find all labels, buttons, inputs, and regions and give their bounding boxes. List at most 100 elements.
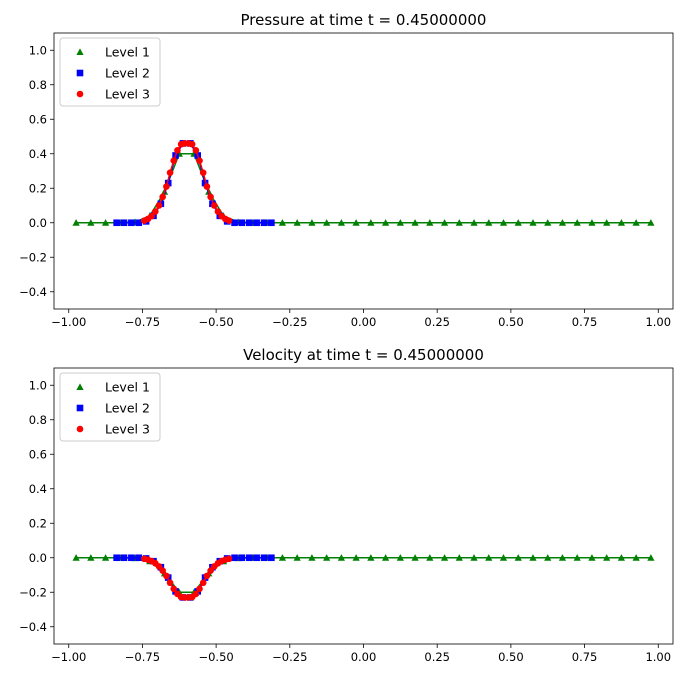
pressure-series-2-point — [253, 219, 260, 227]
velocity-xtick-label: −0.25 — [272, 650, 307, 664]
velocity-ytick-label: 0.6 — [29, 447, 47, 461]
pressure-series-1-line — [76, 153, 651, 224]
pressure-xtick-label: 0.25 — [424, 315, 450, 329]
pressure-series-2-point — [135, 219, 143, 227]
velocity-legend-label-1: Level 1 — [105, 380, 150, 395]
velocity-ytick-label: 0.8 — [29, 413, 47, 427]
pressure-ytick-label: 0.0 — [29, 216, 47, 230]
pressure-plot-area — [72, 140, 655, 227]
velocity-ytick-label: 0.4 — [29, 482, 47, 496]
velocity-series-3-point — [192, 590, 200, 598]
pressure-series-1-point — [396, 219, 404, 226]
velocity-series-1-point — [337, 554, 345, 561]
velocity-series-1-point — [411, 554, 419, 561]
velocity-series-2-point — [260, 554, 268, 562]
pressure-series-2-point — [268, 219, 275, 227]
pressure-series-1-point — [558, 219, 567, 226]
velocity-ytick-label: 1.0 — [29, 378, 47, 392]
velocity-series-3-point — [170, 585, 178, 593]
velocity-series-2-point — [135, 554, 143, 562]
pressure-series-1-point — [293, 219, 301, 226]
pressure-series-1-point — [529, 219, 537, 226]
pressure-series-1-point — [544, 219, 552, 226]
velocity-legend-label-3: Level 3 — [105, 422, 150, 437]
pressure-series-2-point — [164, 179, 172, 187]
velocity-series-1 — [72, 554, 655, 596]
pressure-legend-label-1: Level 1 — [105, 45, 150, 60]
pressure-series-1-point — [470, 219, 478, 226]
velocity-xtick-label: −0.50 — [198, 650, 233, 664]
pressure-legend-marker-2 — [76, 69, 84, 77]
pressure-series-3-point — [170, 157, 178, 164]
velocity-series-1-point — [499, 554, 508, 561]
pressure-title: Pressure at time t = 0.45000000 — [241, 11, 487, 29]
pressure-legend-marker-3 — [76, 90, 84, 98]
velocity-ytick-label: 0.2 — [29, 516, 47, 530]
velocity-series-1-point — [367, 554, 375, 561]
pressure-series-1-point — [485, 219, 493, 226]
pressure-series-3-point — [214, 208, 222, 215]
velocity-series-1-point — [603, 554, 611, 561]
velocity-series-1-point — [544, 554, 552, 561]
pressure-xtick-label: −0.50 — [198, 315, 233, 329]
pressure-series-1-point — [382, 219, 390, 226]
pressure-series-3-point — [174, 147, 181, 154]
velocity-plot: Velocity at time t = 0.45000000 −1.00 −0.7… — [19, 346, 674, 664]
velocity-xtick-label: 0.00 — [351, 650, 377, 664]
velocity-series-2-point — [120, 554, 128, 562]
velocity-series-1-point — [352, 554, 360, 561]
pressure-series-3-point — [199, 169, 207, 177]
pressure-series-1-point — [72, 219, 80, 226]
velocity-series-3-point — [155, 563, 163, 570]
pressure-series-1-point — [632, 219, 640, 226]
pressure-ytick-label: 0.2 — [29, 181, 47, 195]
pressure-legend-box — [59, 37, 161, 107]
velocity-series-1-point — [573, 554, 581, 561]
velocity-xtick-label: 0.50 — [498, 650, 524, 664]
velocity-series-1-point — [529, 554, 537, 561]
pressure-series-1-point — [352, 219, 360, 226]
pressure-ytick-label: 1.0 — [29, 43, 47, 57]
pressure-series-1-point — [411, 219, 419, 226]
velocity-series-1-point — [278, 554, 287, 561]
pressure-series-3-point — [196, 157, 203, 164]
velocity-ytick-label: 0.0 — [29, 551, 47, 565]
velocity-legend-marker-1 — [76, 383, 84, 391]
velocity-series-2-point — [231, 554, 238, 562]
velocity-series-1-point — [647, 554, 655, 561]
pressure-series-3-point — [148, 212, 155, 220]
pressure-series-1-point — [323, 219, 331, 226]
velocity-xtick-label: 0.25 — [424, 650, 450, 664]
velocity-series-3-point — [225, 555, 233, 563]
velocity-series-1-point — [323, 554, 331, 561]
pressure-series-2-point — [260, 219, 268, 227]
pressure-series-1-point — [278, 219, 287, 226]
pressure-series-1-point — [308, 219, 316, 226]
pressure-series-1-point — [647, 219, 655, 226]
velocity-series-1-point — [101, 554, 110, 561]
velocity-series-3-point — [207, 567, 214, 574]
velocity-legend: Level 1 Level 2 Level 3 — [59, 372, 161, 442]
pressure-series-1-point — [455, 219, 463, 226]
pressure-series-2-point — [113, 219, 120, 227]
pressure-series-3-point — [155, 202, 163, 209]
pressure-series-3-point — [210, 202, 218, 209]
pressure-ytick-label: −0.2 — [19, 250, 47, 264]
velocity-series-1-point — [514, 554, 522, 561]
velocity-series-2-point — [253, 554, 260, 562]
velocity-ytick-label: −0.4 — [19, 620, 47, 634]
velocity-ytick-label: −0.2 — [19, 585, 47, 599]
velocity-series-3 — [140, 555, 233, 601]
velocity-legend-label-2: Level 2 — [105, 401, 150, 416]
velocity-series-1-point — [470, 554, 478, 561]
velocity-series-3-point — [163, 572, 170, 580]
pressure-series-3-point — [225, 217, 233, 224]
pressure-xtick-label: 1.00 — [645, 315, 671, 329]
pressure-series-2-point — [120, 219, 128, 227]
pressure-series-3-point — [203, 183, 211, 190]
pressure-ytick-label: 0.4 — [29, 147, 47, 161]
pressure-xtick-label: 0.75 — [572, 315, 598, 329]
pressure-ytick-label: −0.4 — [19, 285, 47, 299]
velocity-xtick-label: −1.00 — [51, 650, 86, 664]
pressure-plot: Pressure at time t = 0.45000000 −1.00 −0.7… — [19, 11, 674, 329]
